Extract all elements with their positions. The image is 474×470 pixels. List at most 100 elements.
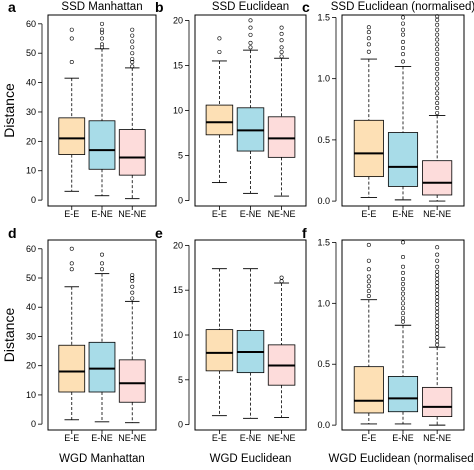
outlier-point <box>400 46 405 51</box>
y-tick-label: 10 <box>173 330 183 340</box>
x-tick-label: NE-NE <box>268 209 296 219</box>
outlier-point <box>279 279 284 284</box>
outlier-point <box>435 245 440 250</box>
iqr-box <box>118 359 146 403</box>
outlier-point <box>435 324 440 329</box>
outlier-point <box>435 287 440 292</box>
outlier-point <box>69 60 74 65</box>
y-tick-label: 60 <box>26 244 36 254</box>
iqr-box <box>387 132 419 187</box>
outlier-point <box>435 81 440 86</box>
box-NE-NE <box>422 14 453 202</box>
y-tick-label: 0.0 <box>317 196 330 206</box>
outlier-point <box>435 309 440 314</box>
outlier-point <box>435 96 440 101</box>
outlier-point <box>130 296 135 301</box>
outlier-point <box>130 290 135 295</box>
y-tick-label: 20 <box>26 136 36 146</box>
box-NE-NE <box>267 275 296 418</box>
y-tick-label: 10 <box>26 166 36 176</box>
x-tick-label: E-E <box>361 433 376 443</box>
x-tick-label: E-E <box>212 209 227 219</box>
box-NE-NE <box>118 273 146 424</box>
outlier-point <box>130 60 135 65</box>
y-tick-label: 15 <box>173 285 183 295</box>
box-NE-NE <box>422 245 453 426</box>
outlier-point <box>130 284 135 289</box>
outlier-point <box>366 36 371 41</box>
y-tick-label: 20 <box>26 361 36 371</box>
y-tick-label: 40 <box>26 302 36 312</box>
outlier-point <box>100 27 105 32</box>
outlier-point <box>435 57 440 62</box>
y-tick-label: 0.5 <box>317 135 330 145</box>
panel-b: b SSD Euclidean 0 5 10 15 20 E-E E-NE NE-NE <box>155 0 307 219</box>
panel-letter: d <box>8 225 17 241</box>
iqr-box <box>353 119 384 178</box>
y-tick-label: 10 <box>173 106 183 116</box>
outlier-point <box>435 328 440 333</box>
iqr-box <box>58 344 86 393</box>
y-tick-label: 50 <box>26 273 36 283</box>
outlier-point <box>435 273 440 278</box>
outlier-point <box>435 37 440 42</box>
outlier-point <box>217 49 222 54</box>
outlier-point <box>400 21 405 26</box>
iqr-box <box>88 120 116 170</box>
outlier-point <box>130 64 135 69</box>
outlier-point <box>100 42 105 47</box>
x-tick-label: E-NE <box>91 433 113 443</box>
outlier-point <box>366 42 371 47</box>
y-tick-label: 0 <box>31 195 36 205</box>
outlier-point <box>435 110 440 115</box>
x-tick-label: E-NE <box>392 433 414 443</box>
outlier-point <box>435 269 440 274</box>
box-NE-NE <box>118 27 146 200</box>
y-tick-label: 20 <box>173 240 183 250</box>
outlier-point <box>130 39 135 44</box>
y-axis-title: Distance <box>1 83 17 138</box>
outlier-point <box>366 49 371 54</box>
panel-f: f WGD Euclidean (normalised) 0.0 0.5 1.0 1.5 E… <box>302 225 474 465</box>
panel-title: SSD Euclidean (normalised) <box>331 1 474 13</box>
outlier-point <box>435 17 440 22</box>
x-tick-label: NE-NE <box>118 209 146 219</box>
outlier-point <box>435 66 440 71</box>
y-tick-label: 0 <box>178 196 183 206</box>
outlier-point <box>248 32 253 37</box>
panel-bottom-title: WGD Euclidean <box>210 453 292 465</box>
outlier-point <box>435 320 440 325</box>
outlier-point <box>435 101 440 106</box>
x-tick-label: E-NE <box>392 209 414 219</box>
y-tick-label: 1.0 <box>317 74 330 84</box>
outlier-point <box>400 264 405 269</box>
panel-c: c SSD Euclidean (normalised) 0.0 0.5 1.0 1.5 E… <box>302 0 474 219</box>
outlier-point <box>400 311 405 316</box>
box-E-NE <box>236 18 265 194</box>
outlier-point <box>217 36 222 41</box>
box-E-E <box>58 27 86 192</box>
outlier-point <box>248 45 253 50</box>
outlier-point <box>69 36 74 41</box>
outlier-point <box>400 286 405 291</box>
panel-e: e WGD Euclidean 0 5 10 15 20 E-E E-NE NE-NE <box>155 225 307 465</box>
outlier-point <box>366 242 371 247</box>
outlier-point <box>435 264 440 269</box>
outlier-point <box>435 313 440 318</box>
outlier-point <box>130 51 135 56</box>
outlier-point <box>366 289 371 294</box>
y-tick-label: 5 <box>178 375 183 385</box>
outlier-point <box>69 261 74 266</box>
outlier-point <box>130 27 135 32</box>
outlier-point <box>100 45 105 50</box>
outlier-point <box>100 267 105 272</box>
outlier-point <box>279 25 284 30</box>
panel-letter: c <box>302 0 310 15</box>
outlier-point <box>435 91 440 96</box>
outlier-point <box>130 273 135 278</box>
outlier-point <box>435 306 440 311</box>
y-tick-label: 0 <box>178 420 183 430</box>
box-E-E <box>205 36 234 184</box>
outlier-point <box>400 27 405 32</box>
